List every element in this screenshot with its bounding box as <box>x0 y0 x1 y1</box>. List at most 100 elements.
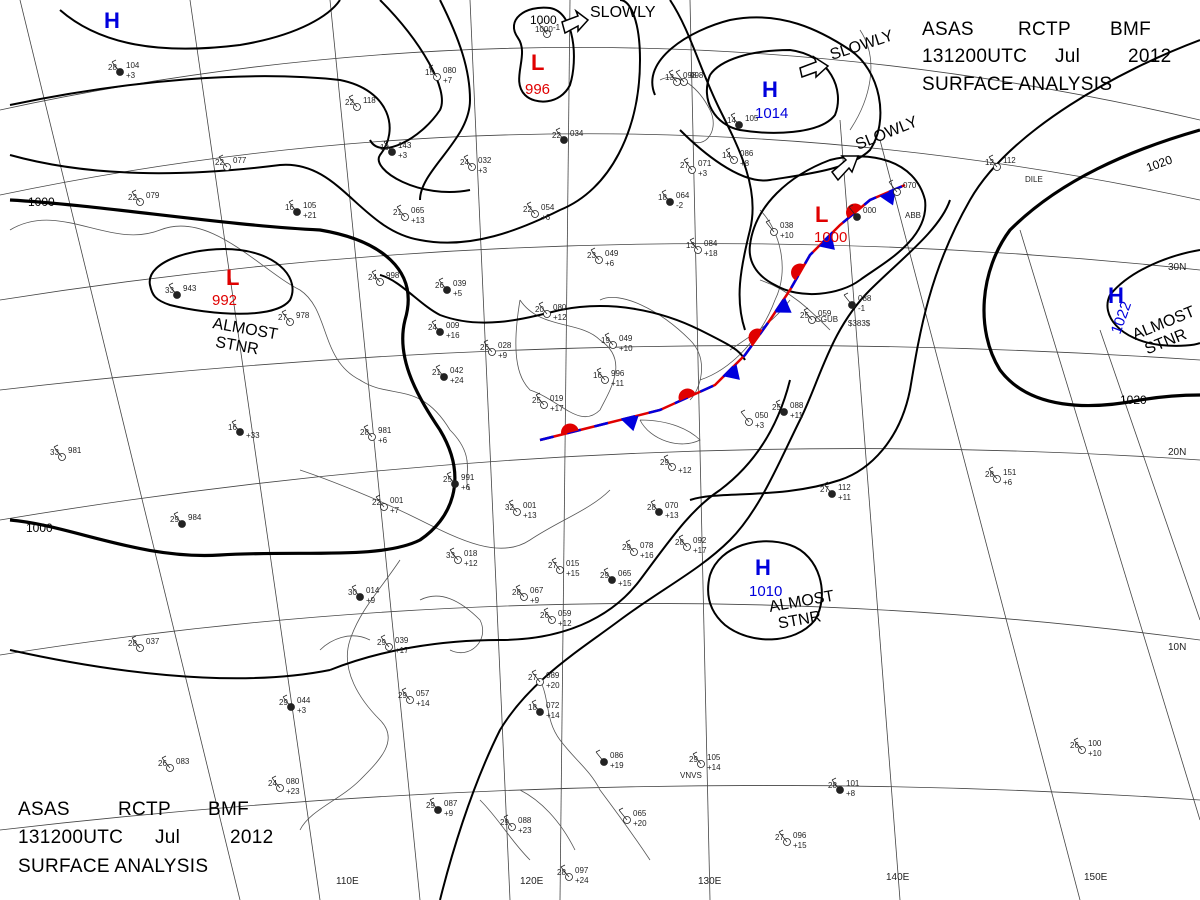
station-pressure: 143 <box>398 141 412 150</box>
station-plot: 086+19 <box>595 749 624 770</box>
station-plot: 29 088+23 <box>500 814 532 835</box>
station-tendency: +15 <box>566 569 580 578</box>
station-temperature: 29 <box>279 698 288 707</box>
station-temperature: 22 <box>215 158 224 167</box>
station-plot: 32 001+13 <box>505 499 537 520</box>
longitude-label: 140E <box>886 872 910 883</box>
station-plot: 29 087+9 <box>426 797 458 818</box>
station-id: CGUB <box>815 315 838 324</box>
station-temperature: 26 <box>1070 741 1079 750</box>
station-plot: 29 044+3 <box>279 694 311 715</box>
station-tendency: +12 <box>553 313 567 322</box>
station-pressure: 088 <box>790 401 804 410</box>
station-temperature: 21 <box>432 368 441 377</box>
wind-barb-icon <box>560 864 570 878</box>
wind-barb-icon <box>168 282 178 296</box>
station-pressure: 080 <box>286 777 300 786</box>
station-tendency: +12 <box>678 466 692 475</box>
wind-barb-icon <box>604 332 614 346</box>
low-center-letter: L <box>226 265 239 290</box>
station-plot: 28 037 <box>128 635 160 652</box>
station-tendency: +6 <box>378 436 388 445</box>
station-pressure: 996 <box>611 369 625 378</box>
wind-barb-icon <box>596 367 606 381</box>
wind-barb-icon <box>831 777 841 791</box>
wind-barb-icon <box>435 364 445 378</box>
station-pressure: 039 <box>453 279 467 288</box>
wind-barb-icon <box>396 204 406 218</box>
cold-front-symbol <box>879 188 896 206</box>
station-plot: 28 097+24 <box>557 864 589 885</box>
station-tendency: +33 <box>246 431 260 440</box>
station-tendency: +3 <box>126 71 136 80</box>
station-temperature: 27 <box>278 313 287 322</box>
station-tendency: +10 <box>780 231 794 240</box>
station-pressure: 072 <box>546 701 560 710</box>
warm-front-symbol <box>678 388 696 402</box>
warm-front-symbol <box>748 328 763 345</box>
warm-front-symbol <box>846 203 862 219</box>
station-temperature: 19 <box>380 143 389 152</box>
wind-barb-icon <box>131 635 141 649</box>
station-tendency: +3 <box>755 421 765 430</box>
header-station: RCTP <box>118 799 171 820</box>
station-temperature: 28 <box>360 428 369 437</box>
station-pressure: 118 <box>363 96 376 105</box>
station-pressure: 100 <box>1088 739 1102 748</box>
station-pressure: 984 <box>188 513 202 522</box>
station-plot: 28 101+8 <box>828 777 860 798</box>
station-temperature: 27 <box>528 673 537 682</box>
station-pressure: 981 <box>68 446 82 455</box>
station-temperature: 18 <box>528 703 537 712</box>
station-plot: 19 049+10 <box>601 332 633 353</box>
station-plot: 30 014+9 <box>348 584 380 605</box>
station-temperature: 29 <box>398 691 407 700</box>
station-plot: 28 151+6 <box>985 466 1017 487</box>
wind-barb-icon <box>161 755 171 769</box>
station-tendency: +19 <box>610 761 624 770</box>
station-pressure: 991 <box>461 473 475 482</box>
station-pressure: 032 <box>478 156 492 165</box>
station-plot: 25 991+6 <box>443 471 475 492</box>
station-temperature: 16 <box>285 203 294 212</box>
station-temperature: 22 <box>372 498 381 507</box>
station-pressure: 101 <box>846 779 860 788</box>
station-plot: 15 080+7 <box>425 64 457 85</box>
station-pressure: 079 <box>146 191 160 200</box>
station-temperature: 28 <box>828 781 837 790</box>
station-plot: 12 112 <box>985 154 1016 171</box>
station-plot: 20 080+12 <box>535 301 567 322</box>
header-time: 131200UTC <box>922 46 1027 67</box>
station-temperature: 26 <box>435 281 444 290</box>
wind-barb-icon <box>508 499 518 513</box>
wind-barb-icon <box>446 471 456 485</box>
wind-barb-icon <box>603 567 613 581</box>
station-pressure: 088 <box>858 294 872 303</box>
station-plot: 22 001+7 <box>372 494 404 515</box>
station-temperature: 1000 <box>535 25 553 34</box>
wind-barb-icon <box>449 547 459 561</box>
station-plot: 28 092+17 <box>675 534 707 555</box>
station-plot: 25 088+11 <box>772 399 804 420</box>
station-temperature: 16 <box>593 371 602 380</box>
latitude-label: 10N <box>1168 642 1186 653</box>
header-top-right: ASAS RCTP BMF 131200UTC Jul 2012 SURFACE… <box>922 19 1171 95</box>
station-tendency: +7 <box>443 76 453 85</box>
station-temperature: 24 <box>428 323 437 332</box>
station-tendency: -1 <box>858 304 866 313</box>
latitude-label: 30N <box>1168 262 1186 273</box>
cold-front-symbol <box>775 297 792 313</box>
station-tendency: -2 <box>676 201 684 210</box>
station-plot: 16 105+21 <box>285 199 317 220</box>
station-plot: 29 065+15 <box>600 567 632 588</box>
station-pressure: 089 <box>546 671 560 680</box>
header-year: 2012 <box>1128 46 1171 67</box>
station-pressure: 978 <box>296 311 310 320</box>
wind-barb-icon <box>692 751 702 765</box>
station-pressure: 087 <box>444 799 458 808</box>
station-plot: 098 <box>675 69 704 86</box>
station-tendency: +8 <box>740 159 750 168</box>
wind-barb-icon <box>503 814 513 828</box>
wind-barb-icon <box>271 775 281 789</box>
wind-barb-icon <box>740 409 750 423</box>
